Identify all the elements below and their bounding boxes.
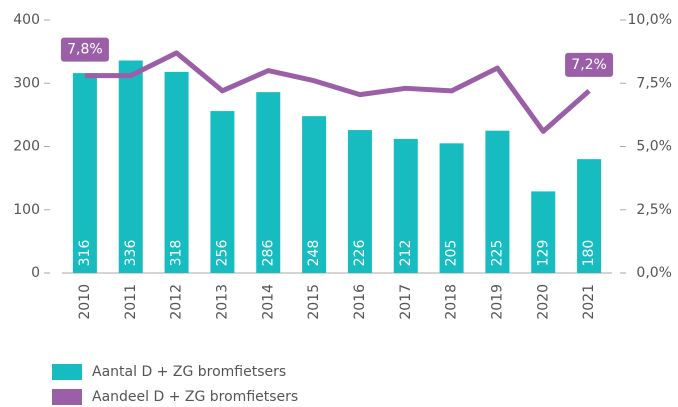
legend-swatch xyxy=(52,389,82,405)
bar-label: 316 xyxy=(77,240,93,267)
x-tick-label: 2020 xyxy=(535,284,551,320)
legend-label: Aantal D + ZG bromfietsers xyxy=(92,364,286,380)
x-tick-label: 2012 xyxy=(169,284,185,320)
x-tick-label: 2011 xyxy=(123,284,139,320)
y2-tick-label: 5,0% xyxy=(636,139,672,155)
bar-label: 180 xyxy=(581,240,597,267)
bar xyxy=(256,92,281,273)
legend-label: Aandeel D + ZG bromfietsers xyxy=(92,389,298,405)
x-tick-label: 2015 xyxy=(306,284,322,320)
bar xyxy=(210,111,235,273)
x-tick-label: 2013 xyxy=(214,284,230,320)
x-tick-label: 2021 xyxy=(581,284,597,320)
bar xyxy=(393,138,418,273)
bar-label: 318 xyxy=(169,240,185,267)
y2-tick-label: 7,5% xyxy=(636,75,672,91)
bar xyxy=(164,71,189,274)
x-tick-label: 2010 xyxy=(77,284,93,320)
x-tick-label: 2018 xyxy=(444,284,460,320)
annotation-box xyxy=(565,52,614,77)
y-tick-label: 0 xyxy=(31,265,40,281)
annotation: 7,2% xyxy=(571,57,607,73)
annotation-box xyxy=(60,37,109,62)
bar xyxy=(72,73,97,273)
y2-tick-label: 0,0% xyxy=(636,265,672,281)
y-tick-label: 100 xyxy=(13,202,40,218)
bar xyxy=(577,159,602,273)
bar-label: 205 xyxy=(444,240,460,267)
bar xyxy=(347,130,372,273)
legend-swatch xyxy=(52,364,82,380)
bar-label: 248 xyxy=(306,240,322,267)
bar-label: 129 xyxy=(535,240,551,267)
y-tick-label: 300 xyxy=(13,75,40,91)
line xyxy=(84,50,591,134)
x-tick-label: 2019 xyxy=(489,284,505,320)
x-tick-label: 2016 xyxy=(352,284,368,320)
y2-tick-label: 2,5% xyxy=(636,202,672,218)
bar-label: 226 xyxy=(352,240,368,267)
bar xyxy=(485,130,510,273)
bar-label: 212 xyxy=(398,240,414,267)
bar-label: 225 xyxy=(489,240,505,267)
x-tick-label: 2014 xyxy=(260,284,276,320)
annotation: 7,8% xyxy=(67,42,103,58)
bar xyxy=(302,116,327,273)
bar xyxy=(531,191,556,273)
y-tick-label: 400 xyxy=(13,12,40,28)
y2-tick-label: 10,0% xyxy=(628,12,672,28)
bar xyxy=(439,143,464,273)
y-tick-label: 200 xyxy=(13,139,40,155)
bar xyxy=(118,60,143,274)
bar-label: 256 xyxy=(214,240,230,267)
bar-label: 336 xyxy=(123,240,139,267)
bar-label: 286 xyxy=(260,240,276,267)
x-tick-label: 2017 xyxy=(398,284,414,320)
